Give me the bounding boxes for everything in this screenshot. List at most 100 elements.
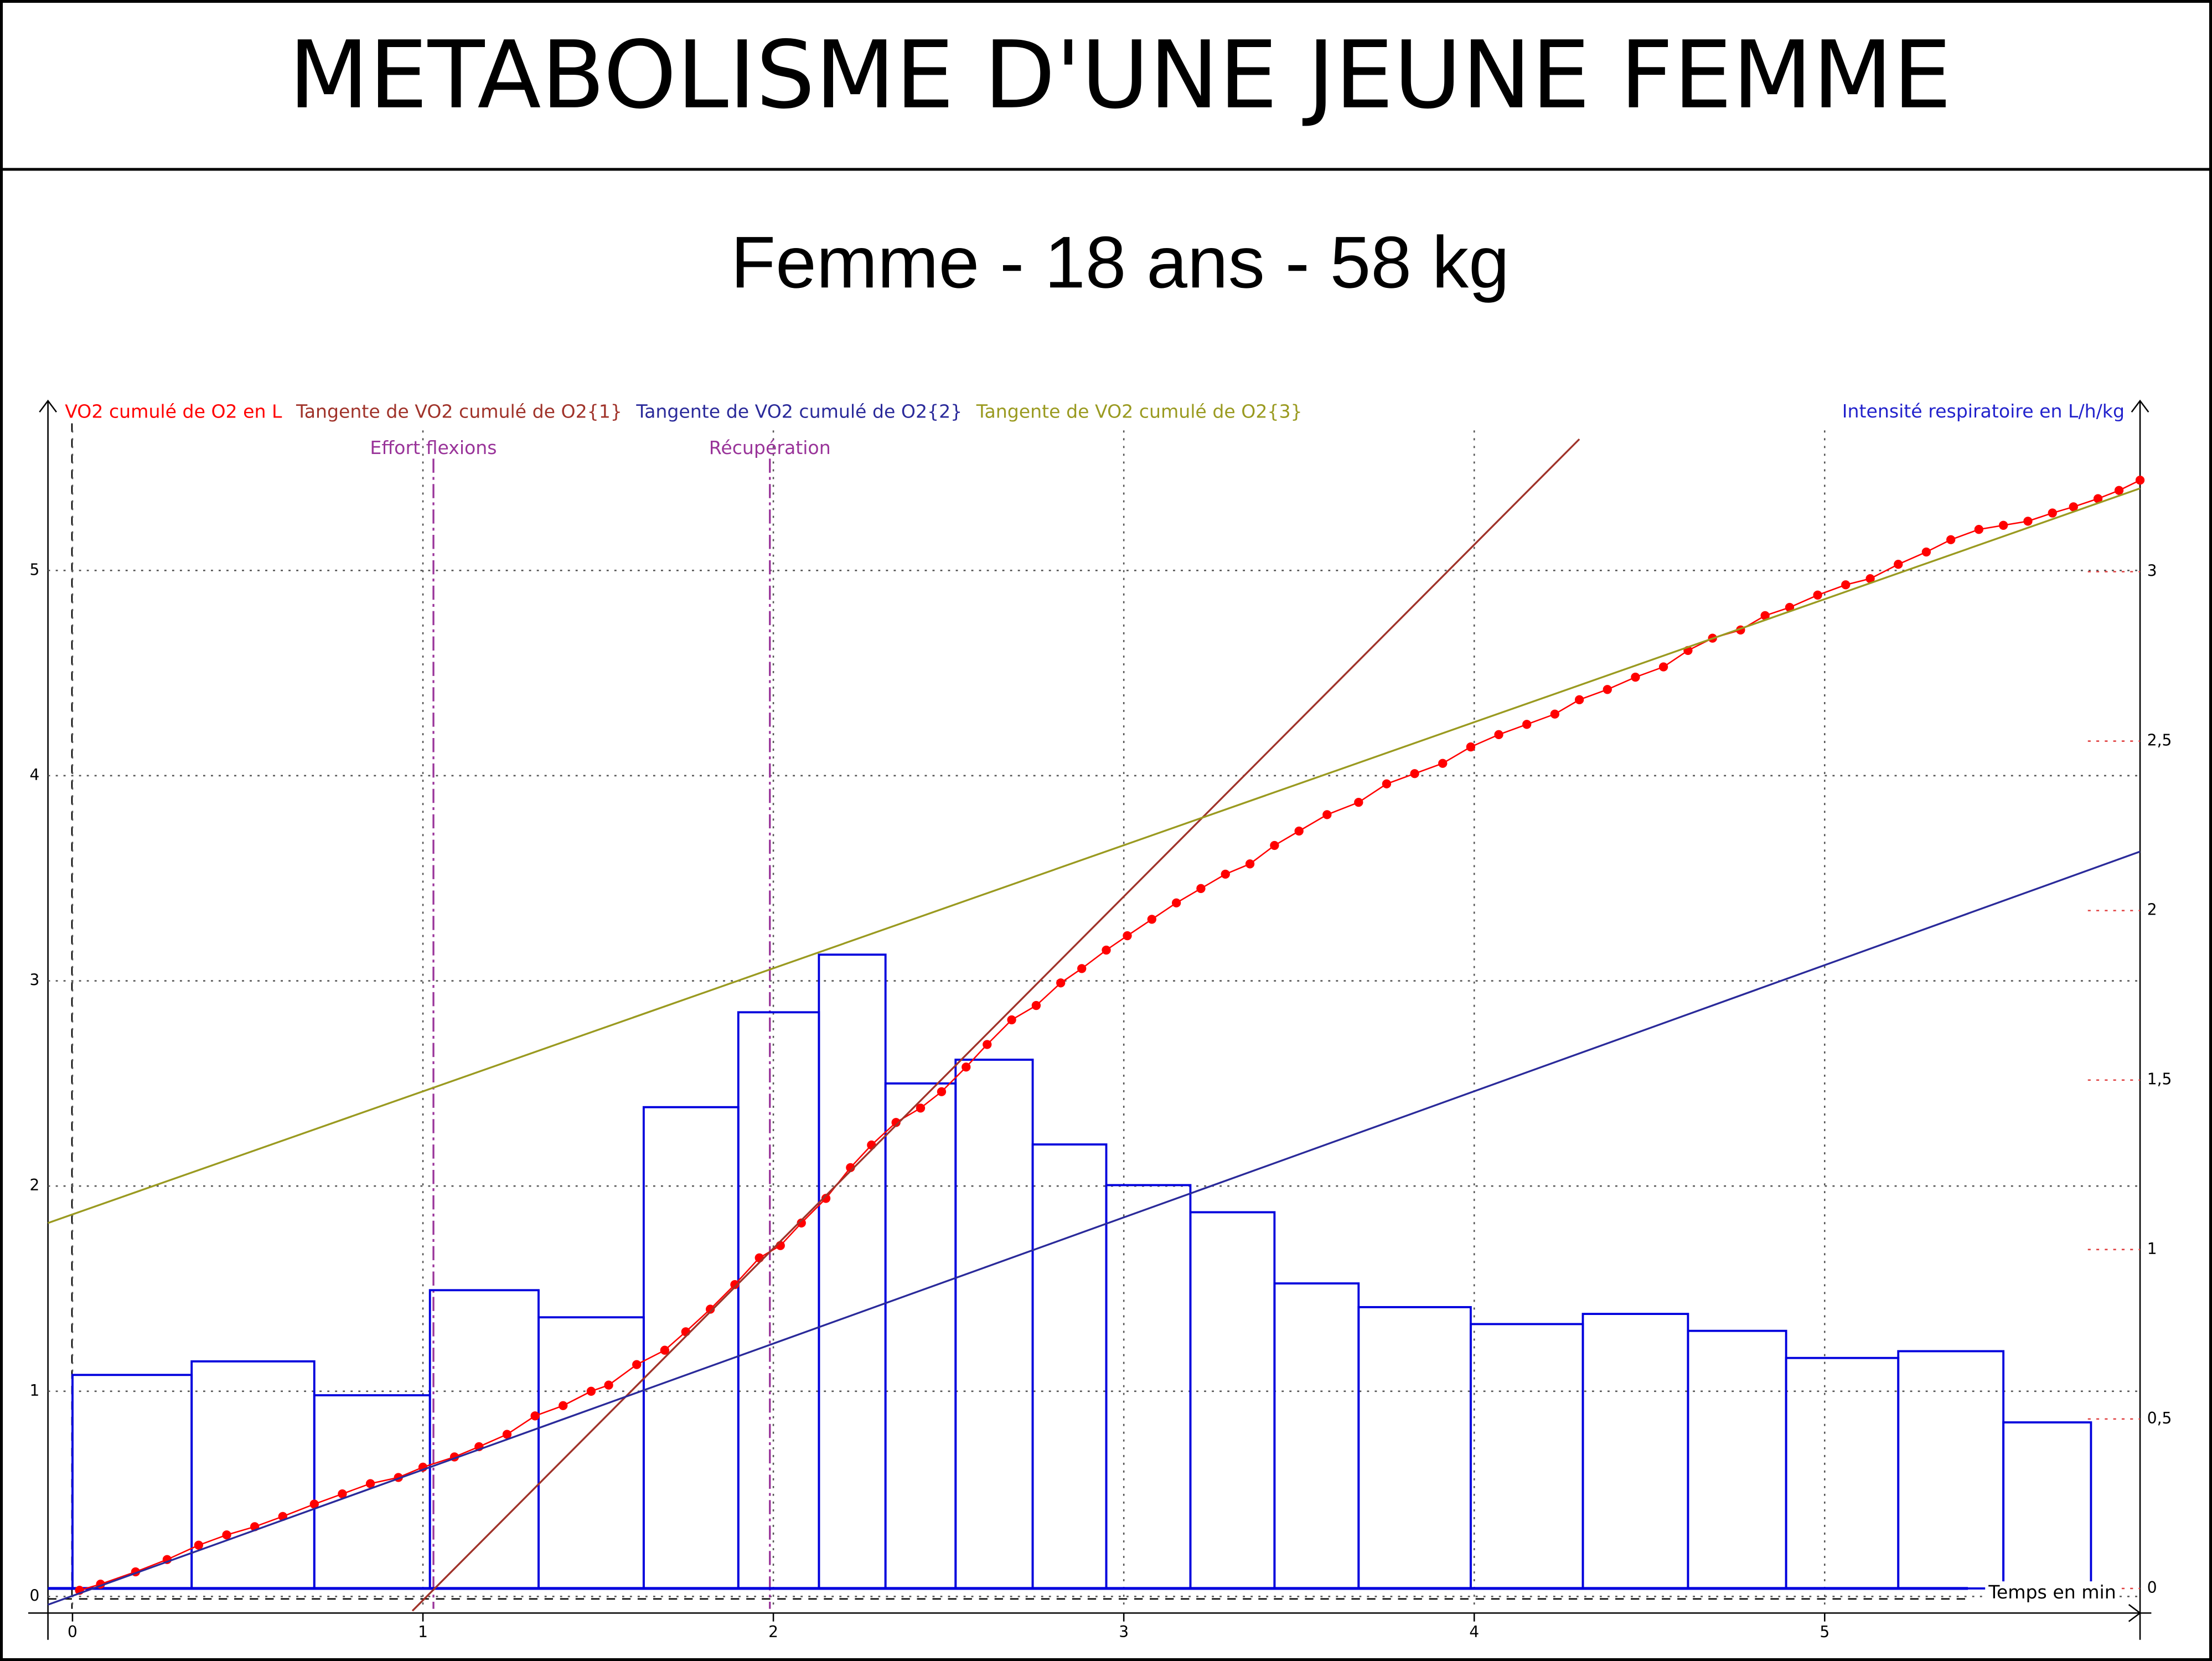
- data-point: [586, 1386, 596, 1396]
- y2-axis-title: Intensité respiratoire en L/h/kg: [1842, 400, 2125, 422]
- y2-tick-label: 2,5: [2147, 731, 2172, 750]
- data-point: [2114, 486, 2124, 495]
- data-point: [1658, 662, 1668, 672]
- data-point: [604, 1380, 613, 1390]
- y-tick-label: 4: [30, 766, 40, 784]
- chart-title: Femme - 18 ans - 58 kg: [731, 221, 1510, 303]
- data-point: [1974, 525, 1983, 534]
- tangent-line: [411, 438, 1580, 1612]
- y-tick-label: 1: [30, 1381, 40, 1400]
- y2-tick-label: 0,5: [2147, 1409, 2172, 1427]
- legend-entry: Tangente de VO2 cumulé de O2{3}: [976, 400, 1303, 422]
- data-point: [632, 1360, 642, 1369]
- data-point: [2048, 508, 2057, 518]
- data-point: [559, 1401, 568, 1410]
- data-point: [1574, 695, 1584, 704]
- data-point: [916, 1103, 926, 1113]
- data-point: [962, 1062, 971, 1072]
- data-point: [1946, 535, 1956, 544]
- data-point: [309, 1499, 319, 1509]
- event-label: Effort flexions: [370, 437, 497, 458]
- data-point: [1760, 611, 1770, 621]
- legend-entry: Tangente de VO2 cumulé de O2{1}: [296, 400, 622, 422]
- x-tick-label: 1: [418, 1623, 428, 1641]
- data-point: [797, 1218, 806, 1228]
- data-point: [1494, 730, 1503, 739]
- data-point: [1102, 945, 1111, 955]
- x-axis-title: Temps en min: [1988, 1581, 2116, 1603]
- data-point: [1270, 840, 1279, 850]
- tangent-line: [48, 850, 2141, 1606]
- data-point: [1294, 826, 1304, 836]
- data-point: [2093, 494, 2103, 503]
- data-point: [1056, 978, 1066, 988]
- legend-entry: Tangente de VO2 cumulé de O2{2}: [635, 400, 962, 422]
- data-point: [1147, 915, 1156, 924]
- data-point: [1221, 869, 1230, 879]
- data-point: [1998, 520, 2008, 530]
- data-point: [1813, 590, 1822, 600]
- data-point: [821, 1194, 831, 1203]
- data-point: [891, 1118, 901, 1127]
- data-point: [1631, 672, 1640, 682]
- data-point: [2023, 517, 2033, 526]
- tangent-line: [48, 487, 2141, 1224]
- data-point: [1382, 779, 1392, 788]
- data-point: [2135, 476, 2145, 485]
- data-point: [194, 1540, 204, 1550]
- data-point: [983, 1040, 992, 1049]
- y-tick-label: 3: [30, 971, 40, 989]
- data-point: [1522, 720, 1532, 729]
- data-point: [1245, 859, 1255, 869]
- data-point: [1894, 560, 1903, 569]
- x-axis-arrow: [2128, 1604, 2142, 1622]
- data-point: [1785, 602, 1795, 612]
- data-point: [1603, 685, 1612, 694]
- data-point: [1322, 810, 1332, 819]
- data-point: [1123, 931, 1132, 941]
- y2-tick-label: 3: [2147, 561, 2157, 580]
- x-axis-title-bg: [1985, 1581, 2119, 1603]
- data-point: [730, 1280, 740, 1289]
- data-point: [1841, 580, 1851, 590]
- data-point: [365, 1479, 375, 1488]
- y2-axis-arrow: [2131, 399, 2149, 413]
- data-point: [338, 1489, 347, 1499]
- x-tick-label: 0: [68, 1623, 77, 1641]
- data-point: [222, 1530, 231, 1540]
- data-point: [1921, 547, 1931, 557]
- data-point: [1865, 574, 1875, 584]
- page-title: METABOLISME D'UNE JEUNE FEMME: [288, 21, 1951, 130]
- data-point: [705, 1304, 715, 1314]
- y-tick-label: 5: [30, 560, 40, 579]
- data-point: [754, 1253, 764, 1263]
- legend: VO2 cumulé de O2 en L Tangente de VO2 cum…: [65, 400, 1302, 422]
- data-point: [681, 1327, 690, 1337]
- data-point: [1410, 769, 1419, 778]
- event-label: Récupération: [709, 437, 831, 458]
- data-point: [1196, 884, 1206, 893]
- y2-tick-label: 0: [2147, 1579, 2157, 1597]
- y2-tick-label: 1: [2147, 1240, 2157, 1258]
- y2-tick-label: 2: [2147, 901, 2157, 919]
- data-point: [1466, 742, 1476, 752]
- x-tick-label: 4: [1469, 1623, 1479, 1641]
- data-point: [502, 1430, 512, 1439]
- data-point: [867, 1140, 876, 1150]
- data-point: [937, 1087, 947, 1096]
- data-point: [1007, 1015, 1016, 1025]
- y-axis-arrow: [39, 399, 57, 413]
- x-tick-label: 2: [768, 1623, 778, 1641]
- y-tick-label: 0: [30, 1586, 40, 1605]
- x-tick-label: 3: [1119, 1623, 1129, 1641]
- x-tick-label: 5: [1820, 1623, 1829, 1641]
- data-point: [2069, 502, 2078, 512]
- data-point: [1354, 797, 1363, 807]
- data-point: [1031, 1000, 1041, 1010]
- data-point: [1550, 709, 1559, 719]
- plot-area: [28, 399, 2152, 1640]
- data-point: [1077, 964, 1087, 973]
- data-point: [530, 1411, 540, 1421]
